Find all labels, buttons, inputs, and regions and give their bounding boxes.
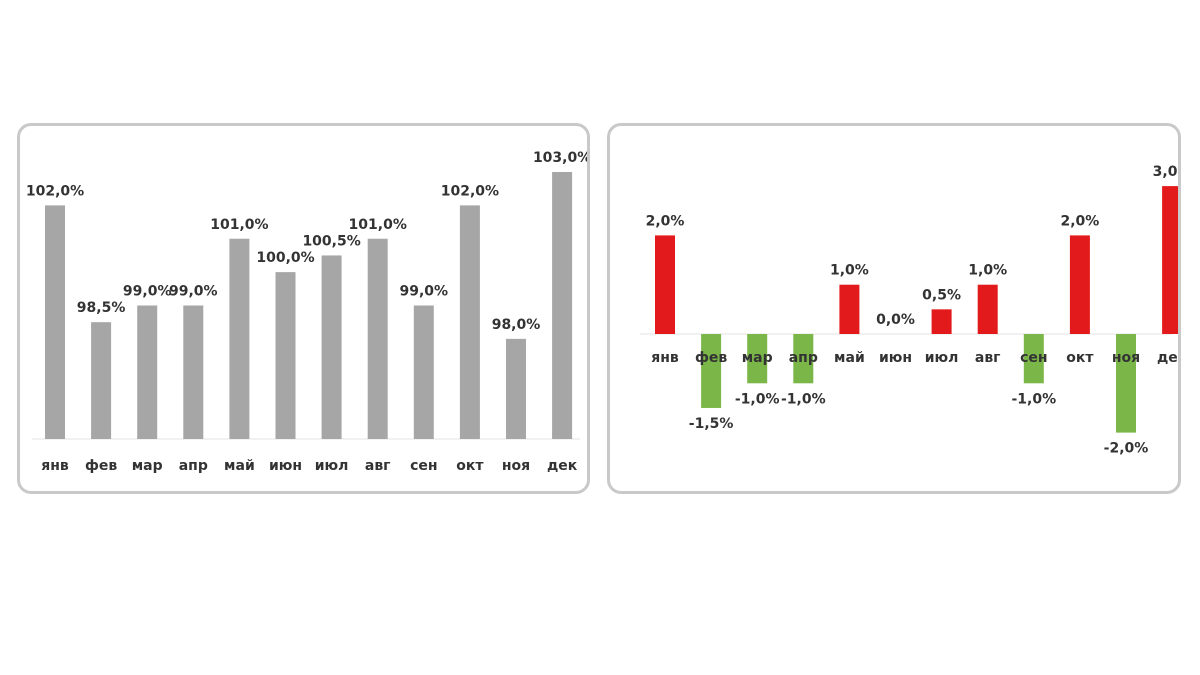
bar-3 [793, 334, 814, 384]
category-label-6: июл [315, 458, 349, 474]
category-label-2: мар [742, 350, 773, 366]
bar-9 [1069, 235, 1090, 334]
category-label-11: дек [547, 458, 578, 474]
value-label-1: -1,5% [689, 416, 734, 432]
bar-8 [1023, 334, 1044, 384]
right-deviation-bar-chart: 2,0% янв -1,5% фев -1,0% мар -1,0% апр 1,0% май 0,… [640, 164, 1178, 457]
value-label-11: 3,0% [1153, 164, 1178, 180]
bar-4 [229, 238, 250, 439]
value-label-2: 99,0% [123, 284, 172, 300]
value-label-4: 1,0% [830, 263, 869, 279]
bar-6 [931, 309, 952, 334]
value-label-9: 2,0% [1060, 213, 1099, 229]
bar-4 [839, 284, 860, 334]
value-label-0: 102,0% [26, 183, 84, 199]
bar-0 [655, 235, 675, 334]
category-label-0: янв [651, 350, 679, 366]
category-label-0: янв [41, 458, 69, 474]
left-chart-panel: 102,0% янв 98,5% фев 99,0% мар 99,0% апр 101,0% м… [17, 123, 590, 494]
category-label-8: сен [1020, 350, 1047, 366]
category-label-8: сен [410, 458, 437, 474]
value-label-5: 0,0% [876, 312, 915, 328]
value-label-7: 1,0% [968, 263, 1007, 279]
value-label-1: 98,5% [77, 300, 126, 316]
value-label-6: 100,5% [302, 233, 360, 249]
bar-1 [701, 334, 722, 408]
bar-10 [1116, 334, 1136, 433]
category-label-3: апр [179, 458, 208, 474]
value-label-9: 102,0% [441, 183, 499, 199]
value-label-3: 99,0% [169, 284, 218, 300]
value-label-10: -2,0% [1104, 441, 1149, 457]
category-label-2: мар [132, 458, 163, 474]
category-label-7: авг [975, 350, 1001, 366]
category-label-6: июл [925, 350, 959, 366]
value-label-7: 101,0% [349, 217, 407, 233]
value-label-8: 99,0% [400, 284, 449, 300]
value-label-2: -1,0% [735, 391, 780, 407]
bar-11 [1162, 186, 1178, 334]
right-chart-panel: 2,0% янв -1,5% фев -1,0% мар -1,0% апр 1,0% май 0,… [607, 123, 1181, 494]
category-label-3: апр [789, 350, 818, 366]
bar-7 [367, 238, 388, 439]
category-label-5: июн [879, 350, 912, 366]
value-label-10: 98,0% [492, 317, 541, 333]
category-label-1: фев [695, 350, 727, 366]
category-label-7: авг [365, 458, 391, 474]
bar-5 [275, 272, 296, 439]
bar-9 [459, 205, 480, 439]
category-label-9: окт [1066, 350, 1094, 366]
bar-10 [506, 338, 526, 439]
left-bar-chart: 102,0% янв 98,5% фев 99,0% мар 99,0% апр 101,0% м… [26, 150, 587, 474]
category-label-1: фев [85, 458, 117, 474]
value-label-6: 0,5% [922, 287, 961, 303]
bar-6 [321, 255, 342, 439]
value-label-0: 2,0% [646, 213, 685, 229]
category-label-10: ноя [1112, 350, 1140, 366]
category-label-10: ноя [502, 458, 530, 474]
bar-0 [45, 205, 65, 439]
value-label-4: 101,0% [210, 217, 268, 233]
value-label-11: 103,0% [533, 150, 587, 166]
category-label-4: май [224, 458, 255, 474]
value-label-5: 100,0% [256, 250, 314, 266]
bar-11 [552, 172, 573, 439]
bar-8 [413, 305, 434, 439]
category-label-5: июн [269, 458, 302, 474]
bar-2 [137, 305, 158, 439]
value-label-3: -1,0% [781, 391, 826, 407]
bar-3 [183, 305, 204, 439]
category-label-11: дек [1157, 350, 1178, 366]
value-label-8: -1,0% [1011, 391, 1056, 407]
bar-2 [747, 334, 768, 384]
bar-1 [91, 322, 112, 439]
category-label-4: май [834, 350, 865, 366]
bar-7 [977, 284, 998, 334]
category-label-9: окт [456, 458, 484, 474]
